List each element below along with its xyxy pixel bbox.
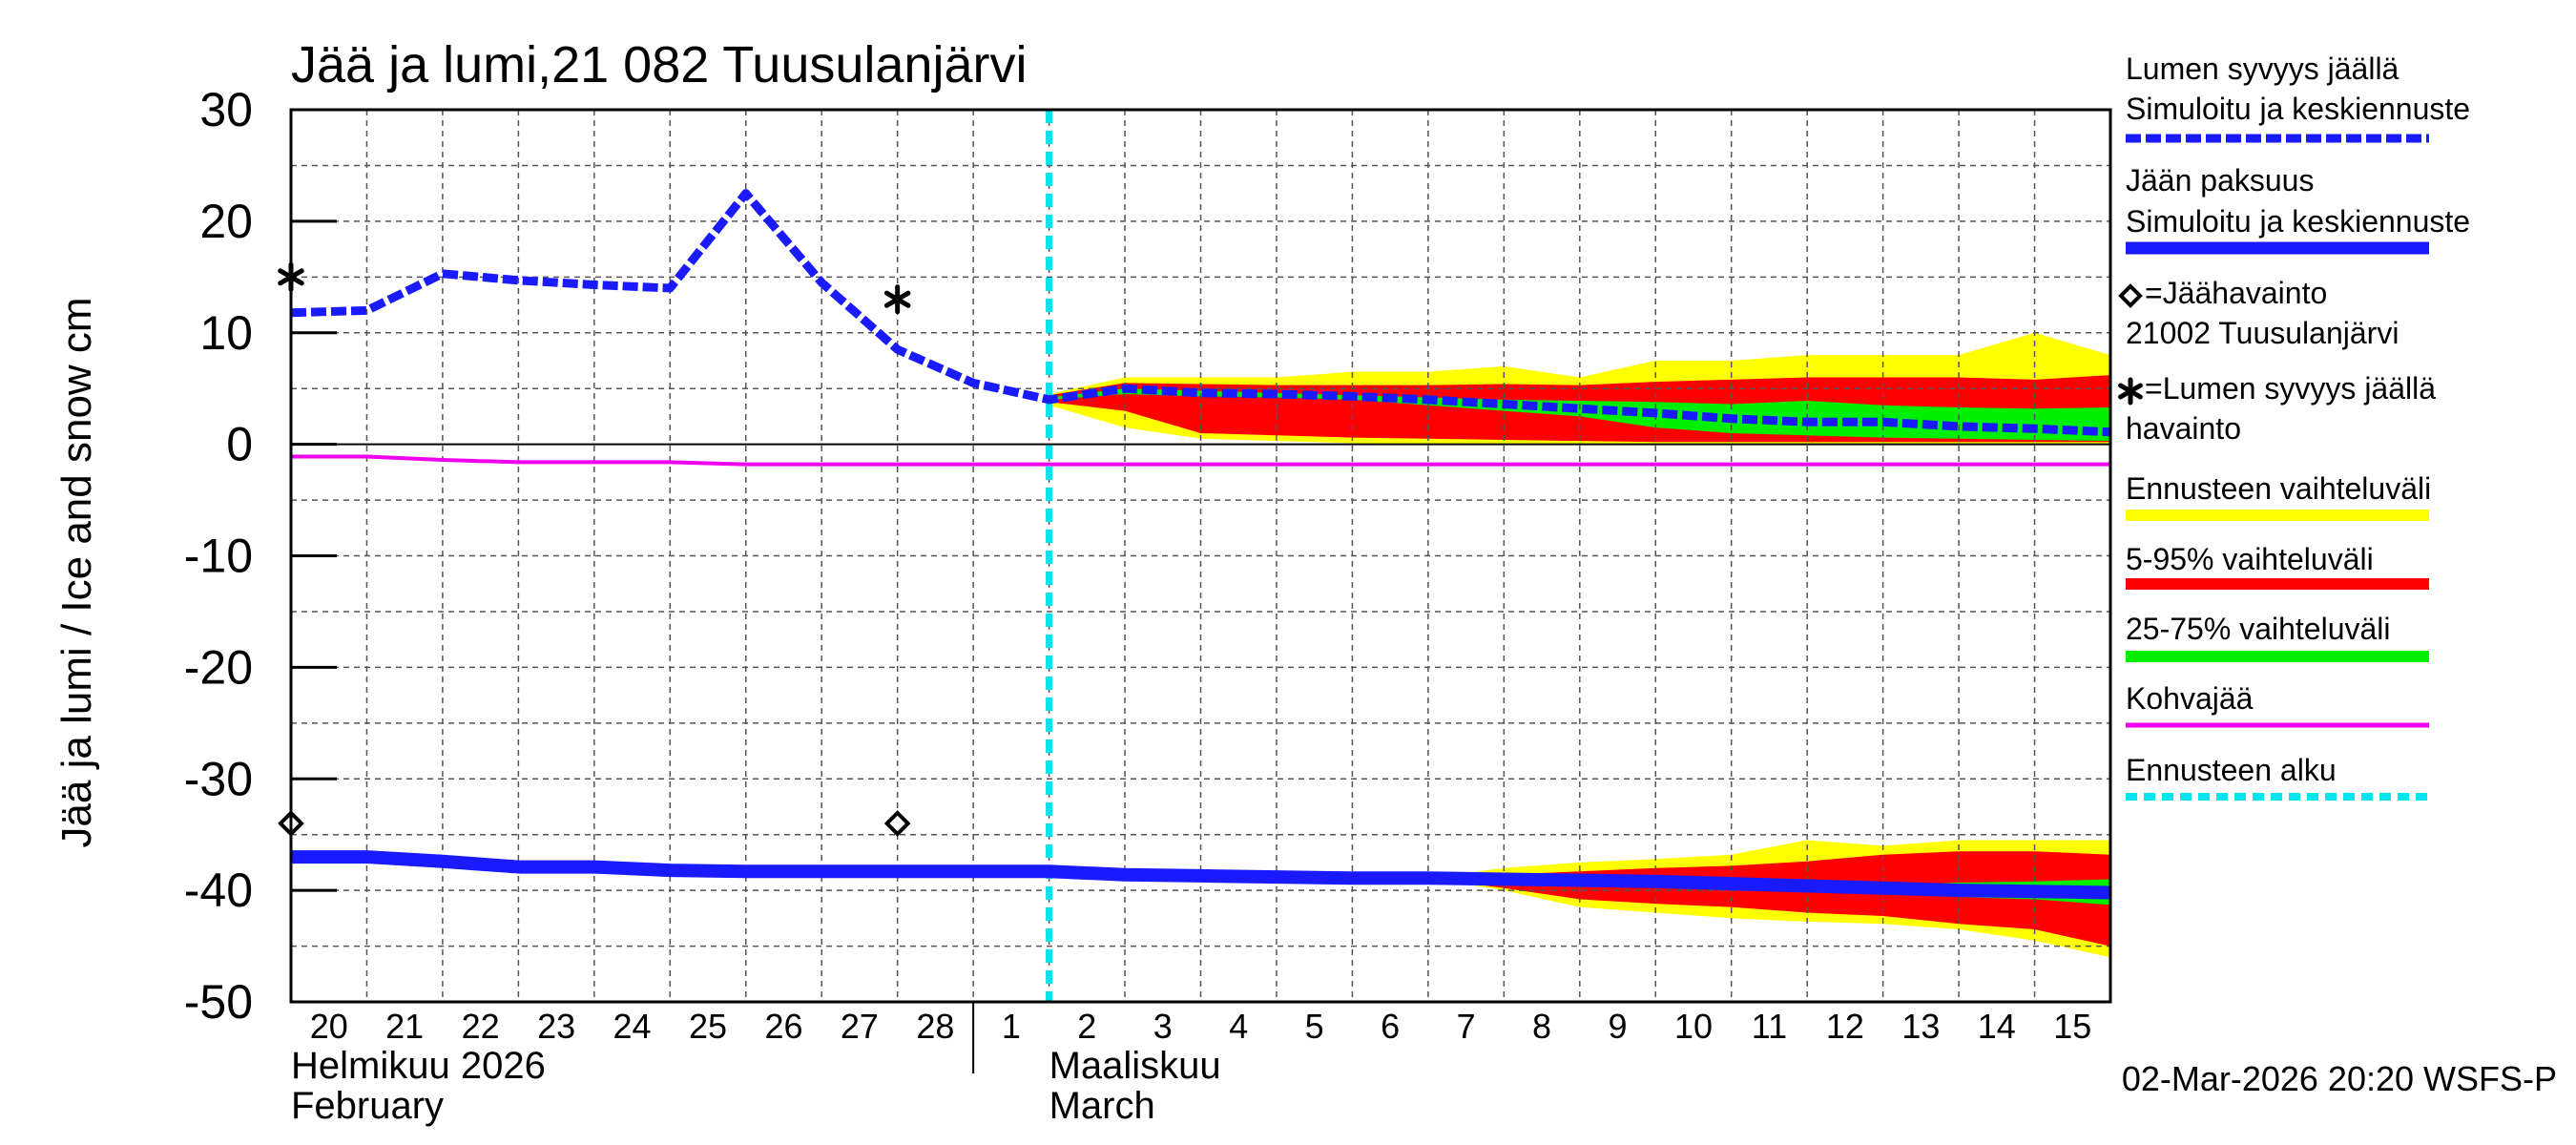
legend-ice_obs-sublabel: 21002 Tuusulanjärvi (2126, 316, 2399, 350)
star-stroke (883, 290, 911, 308)
legend-red-label: 5-95% vaihteluväli (2126, 542, 2374, 576)
x-tick-label: 23 (537, 1007, 575, 1046)
x-tick-label: 26 (764, 1007, 802, 1046)
snow-observation-marker (883, 284, 911, 315)
x-tick-label: 25 (689, 1007, 727, 1046)
legend-snow_obs-label: =Lumen syvyys jäällä (2145, 371, 2436, 406)
y-tick-label: 10 (199, 306, 253, 360)
y-tick-label: 0 (226, 418, 253, 471)
y-tick-label: -50 (184, 975, 253, 1029)
x-tick-label: 7 (1457, 1007, 1476, 1046)
x-tick-label: 27 (841, 1007, 879, 1046)
legend-snow-sublabel: Simuloitu ja keskiennuste (2126, 92, 2470, 126)
x-tick-label: 20 (310, 1007, 348, 1046)
month-label-en: March (1049, 1085, 1155, 1127)
y-tick-label: 30 (199, 83, 253, 136)
x-tick-label: 21 (385, 1007, 424, 1046)
month-label-fi: Helmikuu 2026 (291, 1045, 546, 1087)
x-tick-label: 14 (1978, 1007, 2016, 1046)
x-tick-label: 9 (1609, 1007, 1628, 1046)
x-tick-label: 10 (1674, 1007, 1713, 1046)
x-tick-label: 4 (1229, 1007, 1248, 1046)
timestamp: 02-Mar-2026 20:20 WSFS-P (2122, 1059, 2557, 1098)
x-tick-label: 24 (613, 1007, 652, 1046)
legend-snow-label: Lumen syvyys jäällä (2126, 52, 2399, 86)
legend-forecast-label: Ennusteen alku (2126, 753, 2337, 787)
y-tick-label: -20 (184, 640, 253, 694)
x-tick-label: 11 (1752, 1007, 1787, 1046)
legend-ice-observation-marker (2118, 283, 2143, 308)
chart-title: Jää ja lumi,21 082 Tuusulanjärvi (291, 36, 1027, 94)
observation-markers (278, 261, 911, 837)
ice-thickness-line (291, 850, 2111, 900)
ice-observation-marker (883, 810, 911, 837)
x-tick-label: 13 (1901, 1007, 1940, 1046)
legend-ice-sublabel: Simuloitu ja keskiennuste (2126, 204, 2470, 239)
y-tick-label: -30 (184, 752, 253, 805)
legend-ice-label: Jään paksuus (2126, 163, 2314, 198)
x-tick-label: 22 (462, 1007, 500, 1046)
legend-yellow-label: Ennusteen vaihteluväli (2126, 471, 2431, 506)
month-label-fi: Maaliskuu (1049, 1045, 1221, 1087)
legend-ice_obs-label: =Jäähavainto (2145, 276, 2327, 310)
legend-slush-label: Kohvajää (2126, 681, 2254, 716)
x-tick-label: 6 (1381, 1007, 1400, 1046)
x-tick-label: 1 (1002, 1007, 1021, 1046)
legend-snow-observation-marker (2118, 377, 2143, 406)
y-axis-label: Jää ja lumi / Ice and snow cm (53, 297, 100, 847)
x-tick-label: 28 (916, 1007, 954, 1046)
legend-green-label: 25-75% vaihteluväli (2126, 612, 2391, 646)
y-tick-label: -10 (184, 530, 253, 583)
snow-depth-line (290, 189, 2111, 437)
x-tick-label: 5 (1305, 1007, 1324, 1046)
legend: Lumen syvyys jäällä Simuloitu ja keskienn… (2118, 52, 2470, 801)
x-tick-label: 15 (2053, 1007, 2091, 1046)
star-stroke (2118, 383, 2143, 400)
x-tick-label: 12 (1826, 1007, 1864, 1046)
x-tick-label: 8 (1532, 1007, 1551, 1046)
x-tick-label: 2 (1077, 1007, 1096, 1046)
y-tick-label: -40 (184, 864, 253, 917)
series-lines (290, 110, 2111, 1002)
legend-snow_obs-sublabel: havainto (2126, 411, 2241, 446)
x-tick-label: 3 (1153, 1007, 1173, 1046)
slush-ice-line (291, 454, 2110, 467)
month-label-en: February (291, 1085, 444, 1127)
y-tick-label: 20 (199, 195, 253, 248)
